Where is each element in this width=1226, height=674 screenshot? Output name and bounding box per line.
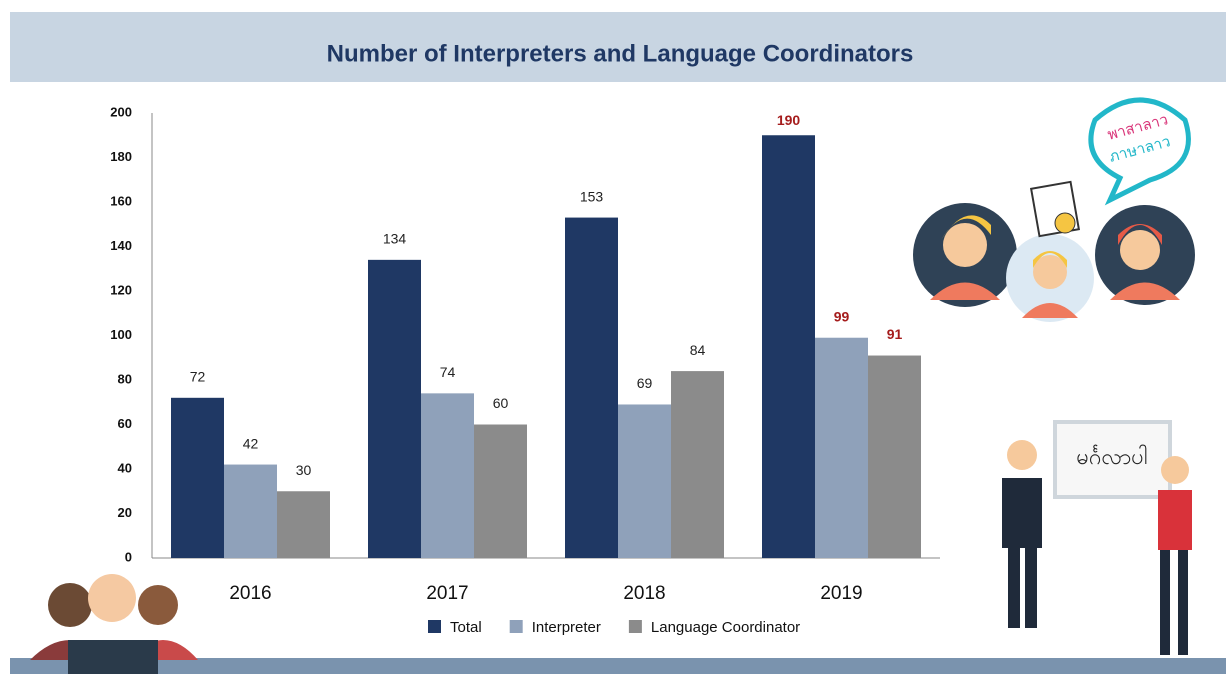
value-label: 72 xyxy=(190,369,206,385)
bar xyxy=(618,404,671,558)
y-tick-label: 180 xyxy=(110,149,132,164)
y-tick-label: 100 xyxy=(110,327,132,342)
bar xyxy=(171,397,224,558)
y-tick-label: 60 xyxy=(118,416,132,431)
value-label: 91 xyxy=(887,326,903,342)
legend-label: Total xyxy=(450,619,482,636)
y-tick-label: 160 xyxy=(110,193,132,208)
value-label: 84 xyxy=(690,342,706,358)
x-tick-label: 2017 xyxy=(426,583,468,604)
value-label: 99 xyxy=(834,308,850,324)
bar xyxy=(277,491,330,558)
bar xyxy=(421,393,474,558)
value-label: 42 xyxy=(243,435,259,451)
title-banner xyxy=(10,12,1226,82)
bar xyxy=(815,337,868,558)
y-tick-label: 200 xyxy=(110,104,132,119)
bar xyxy=(474,424,527,558)
legend-swatch xyxy=(509,620,523,633)
board-text: မင်္ဂလာပါ xyxy=(1076,444,1147,469)
legend-swatch xyxy=(428,620,441,633)
value-label: 30 xyxy=(296,462,312,478)
y-tick-label: 140 xyxy=(110,238,132,253)
value-label: 190 xyxy=(777,112,801,128)
x-tick-label: 2016 xyxy=(229,583,271,604)
x-tick-label: 2018 xyxy=(623,583,665,604)
legend-label: Interpreter xyxy=(532,619,601,636)
bar xyxy=(565,217,618,558)
illustration-operators xyxy=(30,574,198,674)
bar xyxy=(224,464,277,558)
illustration-presenters: မင်္ဂလာပါ xyxy=(1002,420,1192,655)
y-tick-label: 120 xyxy=(110,282,132,297)
bar xyxy=(868,355,921,558)
bar xyxy=(671,371,724,558)
illustration-people xyxy=(913,180,1195,322)
value-label: 69 xyxy=(637,375,653,391)
legend-swatch xyxy=(628,620,642,633)
y-tick-label: 40 xyxy=(118,460,132,475)
legend-label: Language Coordinator xyxy=(651,619,800,636)
footer-band xyxy=(10,658,1226,674)
x-tick-label: 2019 xyxy=(820,583,862,604)
y-tick-label: 20 xyxy=(118,505,132,520)
speech-bubble: พาสาลาว ภาษาลาว xyxy=(1088,97,1191,206)
y-tick-label: 0 xyxy=(125,549,132,564)
chart-title: Number of Interpreters and Language Coor… xyxy=(327,40,914,67)
value-label: 60 xyxy=(493,395,509,411)
bar xyxy=(762,135,815,558)
value-label: 153 xyxy=(580,188,604,204)
bar xyxy=(368,259,421,558)
value-label: 74 xyxy=(440,364,456,380)
y-tick-label: 80 xyxy=(118,371,132,386)
value-label: 134 xyxy=(383,231,407,247)
